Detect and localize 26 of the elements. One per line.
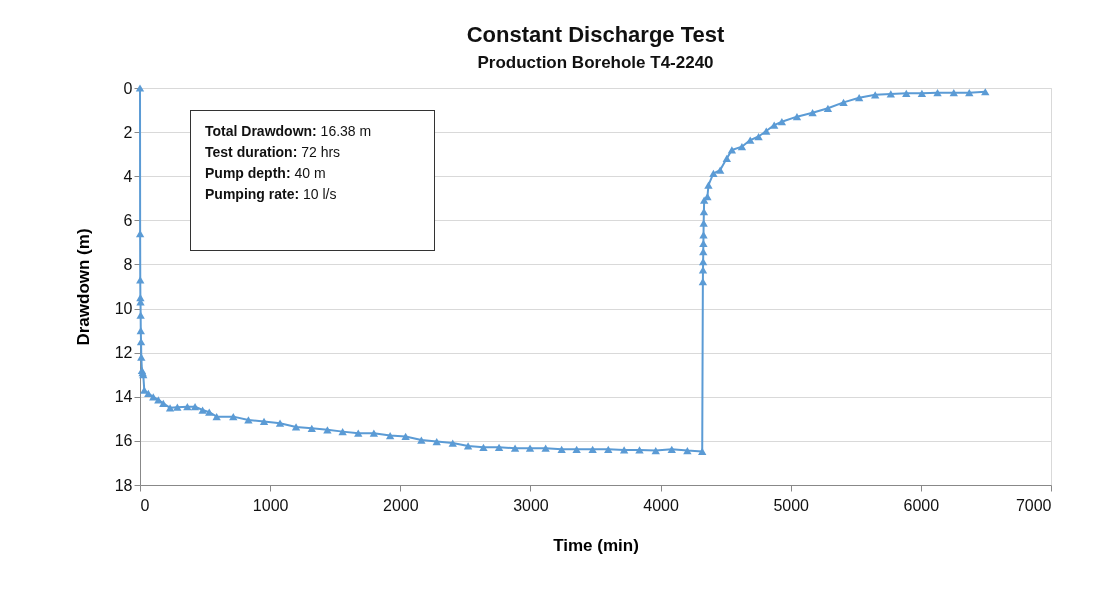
x-tick-label: 2000 [382,496,419,514]
y-tick-label: 18 [114,476,133,494]
annotation: Pump depth: 40 m [205,164,327,183]
y-tick-label: 16 [114,432,133,450]
x-tick-label: 3000 [513,496,549,514]
annotation: Pumping rate: 10 l/s [205,185,338,204]
x-tick-label: 5000 [773,496,810,514]
x-tick-label: 0 [140,496,150,514]
y-tick-label: 6 [123,211,133,229]
x-tick-label: 6000 [903,496,940,514]
y-tick-label: 2 [123,123,133,141]
y-tick-label: 12 [114,344,133,362]
y-tick-label: 14 [114,388,133,406]
annotation: Test duration: 72 hrs [205,143,342,162]
annotation: Total Drawdown: 16.38 m [205,122,373,141]
y-tick-label: 10 [114,300,133,318]
y-tick-label: 8 [123,255,133,273]
chart-subtitle: Production Borehole T4-2240 [477,53,714,72]
x-tick-label: 1000 [252,496,289,514]
y-axis-title: Drawdown (m) [73,228,93,346]
y-tick-label: 0 [123,79,133,97]
x-tick-label: 4000 [643,496,679,514]
y-tick-label: 4 [123,167,133,185]
chart-title: Constant Discharge Test [466,22,725,47]
x-tick-label: 7000 [1015,496,1052,514]
x-axis-title: Time (min) [553,535,639,555]
